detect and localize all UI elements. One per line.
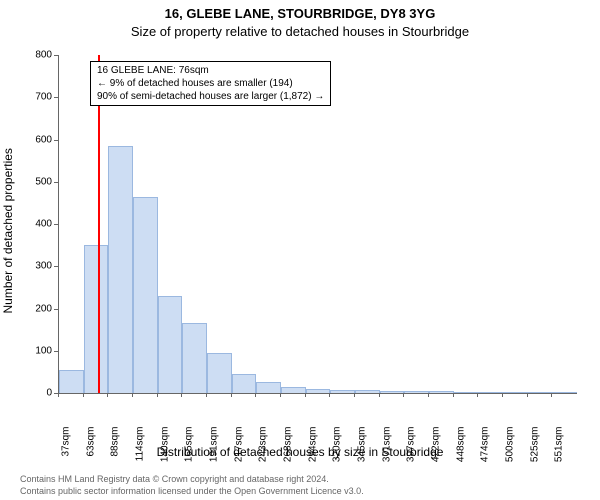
xtick-label: 371sqm <box>381 427 392 475</box>
xtick-mark <box>354 393 355 397</box>
xtick-label: 448sqm <box>455 427 466 475</box>
xtick-mark <box>379 393 380 397</box>
xtick-mark <box>231 393 232 397</box>
histogram-bar <box>404 391 429 393</box>
xtick-label: 243sqm <box>258 427 269 475</box>
ytick-label: 500 <box>18 176 52 187</box>
ytick-label: 0 <box>18 388 52 399</box>
annotation-line: 16 GLEBE LANE: 76sqm <box>97 64 324 77</box>
histogram-bar <box>503 392 528 393</box>
histogram-bar <box>306 389 331 393</box>
xtick-mark <box>280 393 281 397</box>
chart-container: 16, GLEBE LANE, STOURBRIDGE, DY8 3YG Siz… <box>0 0 600 500</box>
ytick-label: 300 <box>18 261 52 272</box>
xtick-label: 191sqm <box>209 427 220 475</box>
ytick-mark <box>54 266 58 267</box>
xtick-label: 217sqm <box>233 427 244 475</box>
ytick-label: 800 <box>18 50 52 61</box>
ytick-mark <box>54 351 58 352</box>
histogram-bar <box>133 197 158 393</box>
xtick-mark <box>428 393 429 397</box>
xtick-label: 63sqm <box>85 427 96 475</box>
ytick-label: 200 <box>18 303 52 314</box>
xtick-label: 320sqm <box>332 427 343 475</box>
xtick-mark <box>477 393 478 397</box>
ytick-mark <box>54 97 58 98</box>
xtick-mark <box>132 393 133 397</box>
annotation-line: 90% of semi-detached houses are larger (… <box>97 90 324 103</box>
xtick-mark <box>453 393 454 397</box>
histogram-bar <box>528 392 553 393</box>
xtick-label: 345sqm <box>357 427 368 475</box>
ytick-label: 600 <box>18 134 52 145</box>
title-line2: Size of property relative to detached ho… <box>0 24 600 39</box>
histogram-bar <box>108 146 133 393</box>
histogram-bar <box>454 392 479 393</box>
title-line1: 16, GLEBE LANE, STOURBRIDGE, DY8 3YG <box>0 6 600 21</box>
histogram-bar <box>59 370 84 393</box>
xtick-mark <box>527 393 528 397</box>
xtick-label: 165sqm <box>184 427 195 475</box>
xtick-mark <box>181 393 182 397</box>
xtick-mark <box>329 393 330 397</box>
xtick-label: 268sqm <box>283 427 294 475</box>
footer-line1: Contains HM Land Registry data © Crown c… <box>20 474 329 484</box>
histogram-bar <box>478 392 503 393</box>
xtick-label: 294sqm <box>307 427 318 475</box>
xtick-mark <box>502 393 503 397</box>
xtick-mark <box>58 393 59 397</box>
xtick-mark <box>255 393 256 397</box>
xtick-mark <box>157 393 158 397</box>
histogram-bar <box>256 382 281 393</box>
xtick-mark <box>107 393 108 397</box>
xtick-label: 114sqm <box>135 427 146 475</box>
annotation-box: 16 GLEBE LANE: 76sqm← 9% of detached hou… <box>90 61 331 106</box>
xtick-label: 397sqm <box>406 427 417 475</box>
ytick-mark <box>54 140 58 141</box>
xtick-label: 525sqm <box>529 427 540 475</box>
ytick-label: 100 <box>18 345 52 356</box>
xtick-label: 422sqm <box>431 427 442 475</box>
histogram-bar <box>380 391 405 393</box>
xtick-label: 37sqm <box>61 427 72 475</box>
xtick-mark <box>305 393 306 397</box>
footer-line2: Contains public sector information licen… <box>20 486 364 496</box>
xtick-label: 474sqm <box>480 427 491 475</box>
ytick-mark <box>54 224 58 225</box>
xtick-label: 88sqm <box>110 427 121 475</box>
histogram-bar <box>281 387 306 393</box>
xtick-mark <box>551 393 552 397</box>
xtick-mark <box>403 393 404 397</box>
histogram-bar <box>429 391 454 393</box>
histogram-bar <box>182 323 207 393</box>
xtick-label: 140sqm <box>159 427 170 475</box>
histogram-bar <box>552 392 577 393</box>
histogram-bar <box>232 374 257 393</box>
xtick-label: 500sqm <box>505 427 516 475</box>
ytick-mark <box>54 55 58 56</box>
annotation-line: ← 9% of detached houses are smaller (194… <box>97 77 324 90</box>
xtick-label: 551sqm <box>554 427 565 475</box>
histogram-bar <box>207 353 232 393</box>
histogram-bar <box>355 390 380 393</box>
ytick-mark <box>54 182 58 183</box>
histogram-bar <box>330 390 355 393</box>
xtick-mark <box>83 393 84 397</box>
histogram-bar <box>84 245 109 393</box>
histogram-bar <box>158 296 183 393</box>
ytick-label: 400 <box>18 219 52 230</box>
ytick-label: 700 <box>18 92 52 103</box>
ytick-mark <box>54 309 58 310</box>
xtick-mark <box>206 393 207 397</box>
